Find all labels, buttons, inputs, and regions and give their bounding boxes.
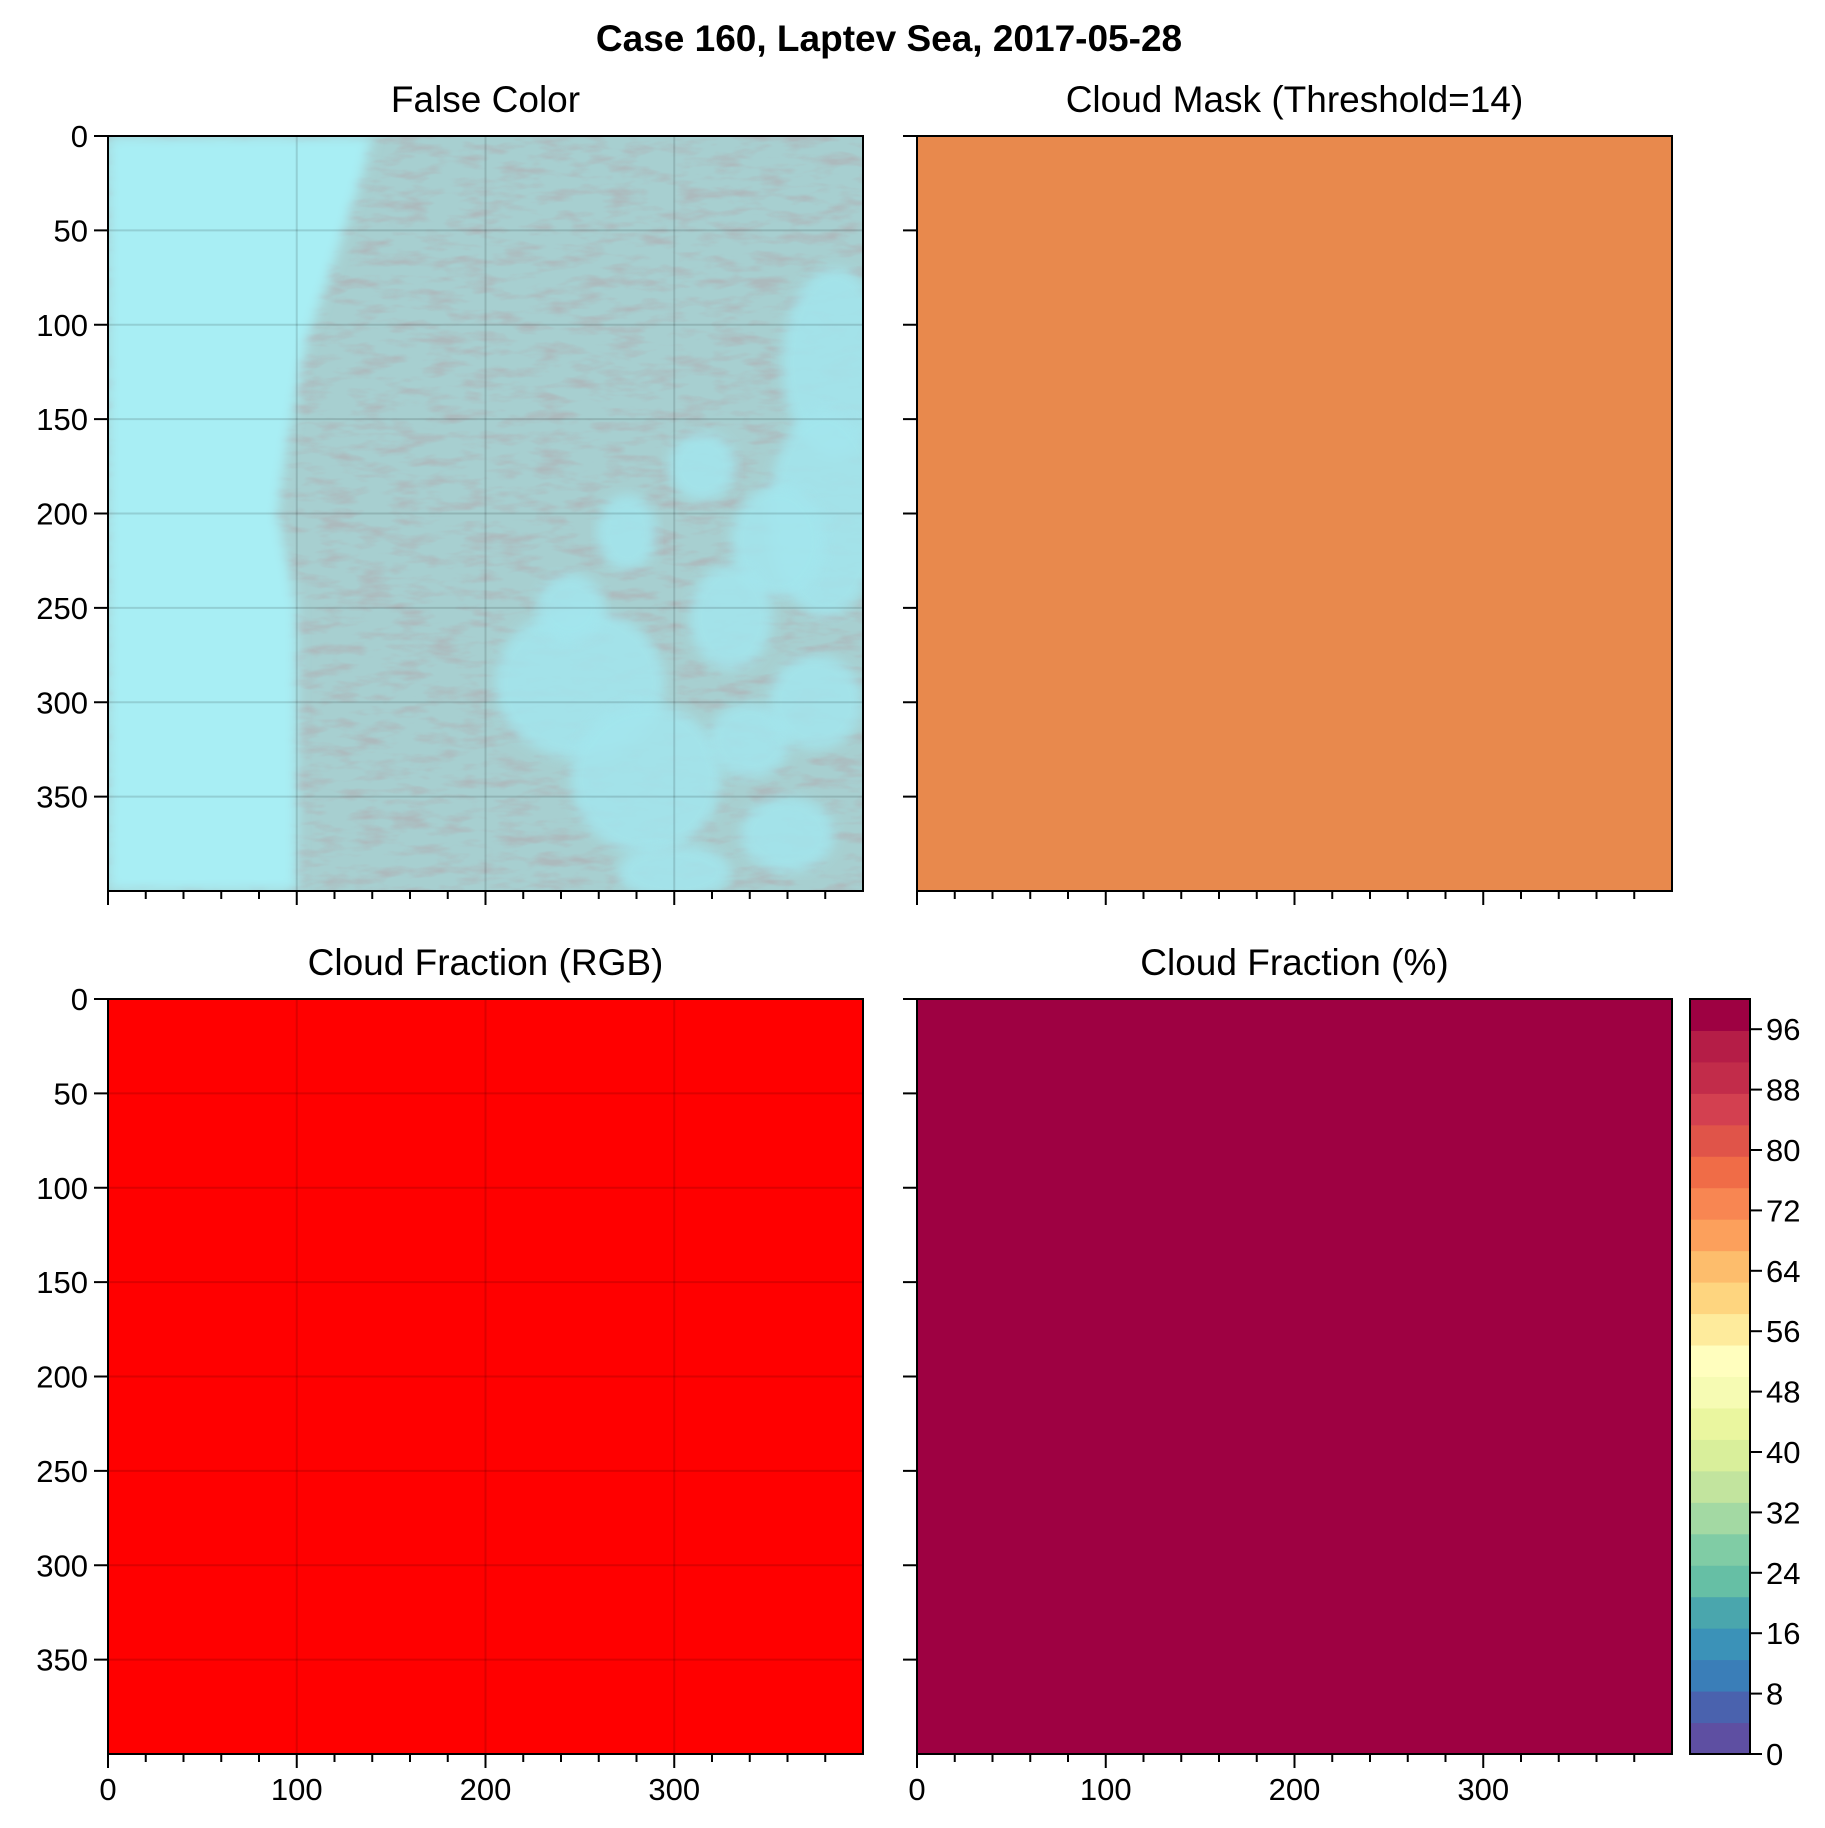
panel-title: False Color (391, 79, 580, 120)
figure-title: Case 160, Laptev Sea, 2017-05-28 (596, 18, 1182, 59)
y-tick-label: 0 (71, 982, 88, 1017)
clear-patch (740, 796, 835, 873)
y-tick-label: 50 (54, 213, 88, 248)
colorbar-segment (1690, 1093, 1750, 1126)
panel-3: Cloud Fraction (RGB) 0 100 200 300 0 50 100 150 2… (36, 942, 864, 1807)
panel-1: False Color 0 50 100 150 200 250 300 350 (36, 79, 864, 905)
colorbar-segment (1690, 1596, 1750, 1629)
colorbar-segment (1690, 1502, 1750, 1535)
panel-title: Cloud Fraction (%) (1140, 942, 1448, 983)
panel-title: Cloud Fraction (RGB) (308, 942, 664, 983)
y-tick-label: 100 (36, 308, 88, 343)
y-tick-label: 0 (71, 119, 88, 154)
image-area (108, 999, 863, 1754)
colorbar-segment (1690, 1565, 1750, 1598)
x-tick-label: 200 (1269, 1772, 1321, 1807)
ticks: 0 100 200 300 0 50 100 150 200 250 300 350 (36, 982, 827, 1807)
y-tick-label: 250 (36, 1454, 88, 1489)
colorbar-frame (1689, 998, 1751, 1755)
clear-patch (596, 494, 658, 571)
y-tick-label: 150 (36, 1265, 88, 1300)
y-tick-label: 200 (36, 497, 88, 532)
colorbar-tick-label: 40 (1766, 1435, 1800, 1470)
colorbar: 0 8 16 24 32 40 48 56 64 72 80 88 96 (1689, 998, 1800, 1772)
clear-patch (708, 702, 792, 778)
colorbar-segment (1690, 1313, 1750, 1346)
colorbar-tick-label: 0 (1766, 1737, 1783, 1772)
panels: False Color 0 50 100 150 200 250 300 350 Cloud Ma… (36, 79, 1800, 1807)
y-tick-label: 50 (54, 1076, 88, 1111)
clear-patch (768, 655, 863, 750)
colorbar-segment (1690, 1722, 1750, 1755)
image-area (108, 136, 863, 891)
colorbar-tick-label: 24 (1766, 1556, 1800, 1591)
colorbar-tick-label: 88 (1766, 1073, 1800, 1108)
y-tick-label: 200 (36, 1360, 88, 1395)
panel-title: Cloud Mask (Threshold=14) (1066, 79, 1524, 120)
colorbar-tick-label: 64 (1766, 1254, 1800, 1289)
colorbar-segment (1690, 1124, 1750, 1157)
sea-ice-region (108, 136, 373, 891)
heatmap-fill (108, 999, 863, 1754)
y-tick-label: 100 (36, 1171, 88, 1206)
colorbar-segment (1690, 1345, 1750, 1377)
x-tick-label: 100 (271, 1772, 323, 1807)
colorbar-segment (1690, 1156, 1750, 1189)
colorbar-tick-label: 16 (1766, 1616, 1800, 1651)
colorbar-segment (1690, 1187, 1750, 1220)
colorbar-segment (1690, 1628, 1750, 1661)
ticks: 0 100 200 300 (903, 998, 1636, 1807)
clear-patch (617, 843, 731, 891)
clear-patch (689, 564, 773, 671)
panel-4: Cloud Fraction (%) 0 100 200 300 (903, 942, 1673, 1807)
colorbar-tick-label: 72 (1766, 1193, 1800, 1228)
image-area (917, 999, 1672, 1754)
y-tick-label: 350 (36, 1643, 88, 1678)
clear-patch (536, 573, 605, 642)
heatmap-fill (917, 999, 1672, 1754)
ticks: 0 50 100 150 200 250 300 350 (36, 119, 827, 905)
x-tick-label: 100 (1080, 1772, 1132, 1807)
image-area (917, 136, 1672, 891)
colorbar-segment (1690, 999, 1750, 1031)
x-tick-label: 0 (99, 1772, 116, 1807)
heatmap-fill (917, 136, 1672, 891)
colorbar-tick-label: 56 (1766, 1314, 1800, 1349)
ticks (903, 135, 1636, 905)
y-tick-label: 150 (36, 402, 88, 437)
y-tick-label: 300 (36, 1548, 88, 1583)
colorbar-segment (1690, 1691, 1750, 1724)
clear-patch (730, 485, 826, 599)
clear-patch (570, 702, 722, 854)
y-tick-label: 250 (36, 591, 88, 626)
panel-2: Cloud Mask (Threshold=14) (903, 79, 1673, 905)
y-tick-label: 350 (36, 780, 88, 815)
clear-patch (781, 268, 863, 457)
colorbar-segment (1690, 1219, 1750, 1252)
colorbar-tick-label: 8 (1766, 1677, 1783, 1712)
colorbar-tick-label: 32 (1766, 1495, 1800, 1530)
colorbar-segment (1690, 1030, 1750, 1063)
colorbar-segment (1690, 1659, 1750, 1692)
y-tick-label: 300 (36, 685, 88, 720)
x-tick-label: 300 (1457, 1772, 1509, 1807)
colorbar-tick-label: 96 (1766, 1012, 1800, 1047)
clear-patch (668, 432, 737, 501)
x-tick-label: 200 (460, 1772, 512, 1807)
colorbar-segment (1690, 1407, 1750, 1440)
colorbar-segment (1690, 1250, 1750, 1283)
colorbar-tick-label: 80 (1766, 1133, 1800, 1168)
colorbar-tick-label: 48 (1766, 1375, 1800, 1410)
colorbar-segment (1690, 1376, 1750, 1409)
colorbar-segment (1690, 1439, 1750, 1472)
colorbar-segment (1690, 1061, 1750, 1094)
colorbar-segment (1690, 1282, 1750, 1315)
x-tick-label: 0 (908, 1772, 925, 1807)
colorbar-segment (1690, 1533, 1750, 1566)
x-tick-label: 300 (648, 1772, 700, 1807)
colorbar-segment (1690, 1470, 1750, 1503)
